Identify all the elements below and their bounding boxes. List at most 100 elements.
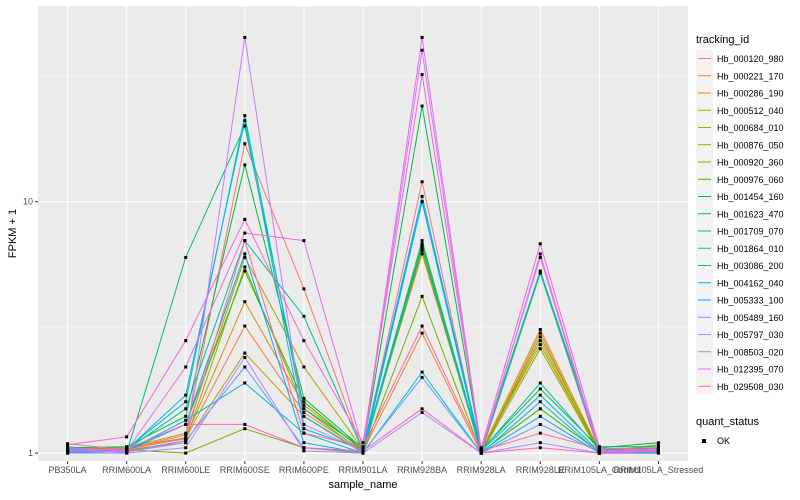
x-tick-label: RRIM928BA xyxy=(397,465,447,475)
data-point xyxy=(361,445,365,449)
data-point xyxy=(420,411,424,415)
data-point xyxy=(243,119,247,123)
x-tick-label: RRIM600PE xyxy=(279,465,329,475)
data-point xyxy=(302,407,306,411)
data-point xyxy=(184,441,188,445)
data-point xyxy=(302,411,306,415)
data-point xyxy=(184,446,188,450)
data-point xyxy=(302,287,306,291)
y-axis: 1 10 xyxy=(23,197,38,458)
data-point xyxy=(656,443,660,447)
data-point xyxy=(243,35,247,39)
data-point xyxy=(538,446,542,450)
data-point xyxy=(184,255,188,259)
data-point xyxy=(243,255,247,259)
data-point xyxy=(538,393,542,397)
data-point xyxy=(66,451,70,455)
data-point xyxy=(538,271,542,275)
series-points xyxy=(66,35,660,455)
data-point xyxy=(66,446,70,450)
data-point xyxy=(125,435,129,439)
shape-legend-title: quant_status xyxy=(696,416,759,428)
data-point xyxy=(243,252,247,256)
x-tick-label: RRIM600LE xyxy=(161,465,210,475)
data-point xyxy=(538,400,542,404)
data-point xyxy=(184,414,188,418)
legend-item-label: Hb_012395_070 xyxy=(717,365,784,375)
data-point xyxy=(184,400,188,404)
data-point xyxy=(656,451,660,455)
data-point xyxy=(243,269,247,273)
data-point xyxy=(420,324,424,328)
data-point xyxy=(302,431,306,435)
data-point xyxy=(538,242,542,246)
x-tick-label: RRIM928LA xyxy=(457,465,506,475)
data-point xyxy=(184,422,188,426)
data-point xyxy=(420,247,424,251)
data-point xyxy=(420,248,424,252)
data-point xyxy=(184,451,188,455)
data-point xyxy=(302,427,306,431)
legend-item-label: Hb_000920_360 xyxy=(717,158,784,168)
data-point xyxy=(243,381,247,385)
data-point xyxy=(420,73,424,77)
data-point xyxy=(538,414,542,418)
x-tick-label: RRIM105LA_Stressed xyxy=(614,465,704,475)
legend: tracking_id Hb_000120_980Hb_000221_170Hb… xyxy=(696,34,784,446)
data-point xyxy=(302,396,306,400)
data-point xyxy=(184,433,188,437)
data-point xyxy=(184,365,188,369)
data-point xyxy=(656,441,660,445)
data-point xyxy=(597,451,601,455)
data-point xyxy=(538,252,542,256)
legend-items: Hb_000120_980 Hb_000221_170 Hb_000286_190 H… xyxy=(696,50,784,395)
data-point xyxy=(538,407,542,411)
data-point xyxy=(243,124,247,128)
data-point xyxy=(538,339,542,343)
data-point xyxy=(538,431,542,435)
data-point xyxy=(420,331,424,335)
x-tick-label: RRIM928LE xyxy=(516,465,565,475)
data-point xyxy=(184,431,188,435)
data-point xyxy=(538,255,542,259)
data-point xyxy=(656,446,660,450)
data-point xyxy=(479,451,483,455)
data-point xyxy=(243,163,247,167)
data-point xyxy=(243,114,247,118)
data-point xyxy=(420,35,424,39)
data-point xyxy=(302,449,306,453)
legend-item-label: Hb_000221_170 xyxy=(717,71,784,81)
data-point xyxy=(184,393,188,397)
x-tick-label: RRIM901LA xyxy=(338,465,387,475)
data-point xyxy=(302,365,306,369)
data-point xyxy=(184,339,188,343)
legend-item-label: Hb_004162_040 xyxy=(717,278,784,288)
x-tick-label: RRIM600SE xyxy=(220,465,270,475)
x-axis: PB350LA RRIM600LA RRIM600LE RRIM600SE RRIM60… xyxy=(49,461,704,475)
x-tick-label: RRIM600LA xyxy=(102,465,151,475)
y-axis-title: FPKM + 1 xyxy=(7,209,19,258)
data-point xyxy=(184,407,188,411)
legend-item-label: Hb_001454_160 xyxy=(717,192,784,202)
x-axis-title: sample_name xyxy=(328,479,397,491)
data-point xyxy=(479,446,483,450)
data-point xyxy=(420,200,424,204)
data-point xyxy=(597,447,601,451)
data-point xyxy=(243,217,247,221)
data-point xyxy=(125,448,129,452)
data-point xyxy=(243,365,247,369)
data-point xyxy=(243,142,247,146)
data-point xyxy=(420,252,424,256)
legend-item-label: Hb_003086_200 xyxy=(717,261,784,271)
y-tick-label: 1 xyxy=(28,448,33,458)
data-point xyxy=(538,328,542,332)
legend-item-label: Hb_029508_030 xyxy=(717,382,784,392)
data-point xyxy=(361,451,365,455)
data-point xyxy=(420,180,424,184)
data-point xyxy=(538,343,542,347)
legend-item-label: Hb_000684_010 xyxy=(717,123,784,133)
data-point xyxy=(243,427,247,431)
data-point xyxy=(302,314,306,318)
data-point xyxy=(302,339,306,343)
